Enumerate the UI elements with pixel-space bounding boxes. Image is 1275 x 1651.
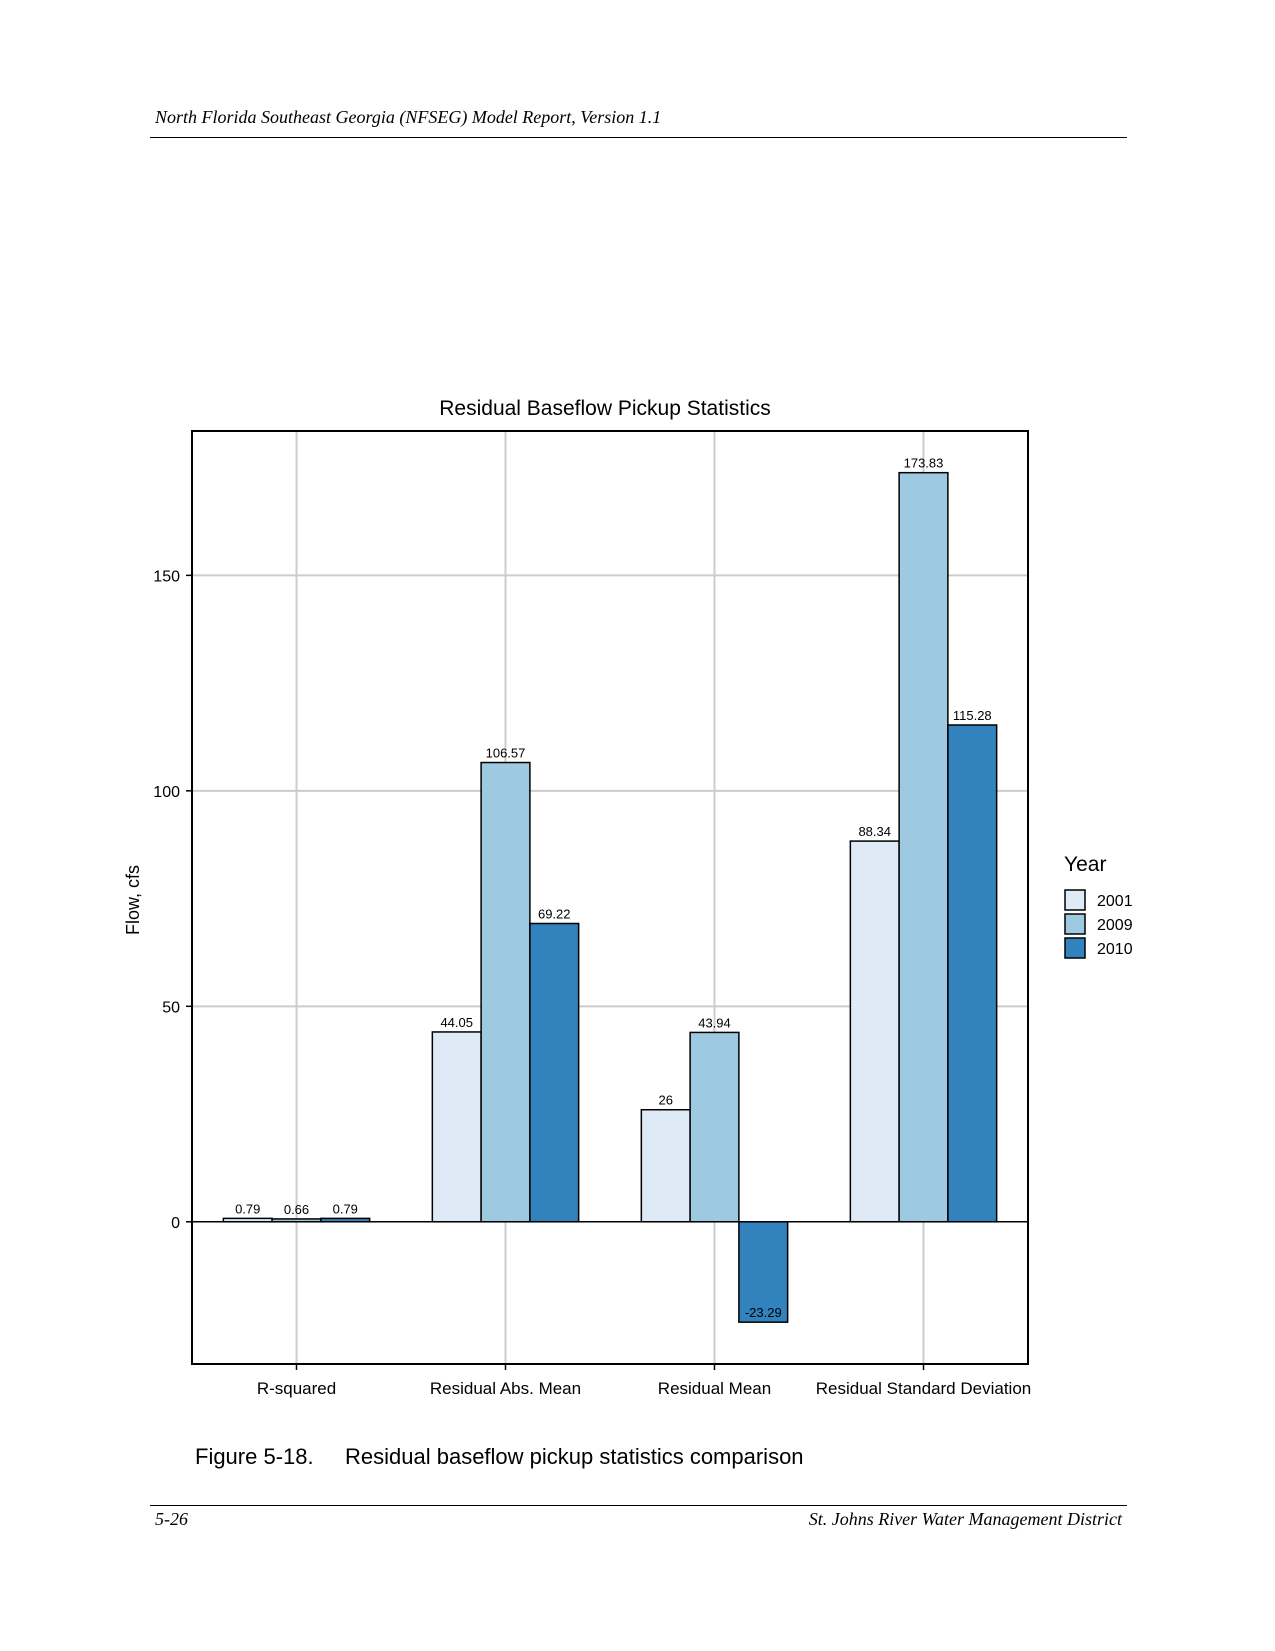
legend-swatch-2010 — [1064, 937, 1086, 959]
bar-2009 — [898, 471, 949, 1223]
header-rule — [150, 137, 1127, 138]
data-label: 0.66 — [284, 1202, 309, 1217]
x-tick-label: Residual Mean — [658, 1379, 771, 1398]
legend: Year 2001 2009 2010 — [1064, 853, 1133, 959]
page-header: North Florida Southeast Georgia (NFSEG) … — [155, 107, 662, 127]
bars — [222, 471, 998, 1323]
data-label: 88.34 — [858, 824, 891, 839]
data-label: 0.79 — [235, 1201, 260, 1216]
data-label: 69.22 — [538, 906, 571, 921]
data-label: 44.05 — [440, 1015, 473, 1030]
x-tick-label: R-squared — [257, 1379, 336, 1398]
footer-rule — [150, 1505, 1127, 1506]
data-label: 173.83 — [904, 456, 944, 471]
figure-number: Figure 5-18. — [195, 1444, 314, 1469]
chart-title: Residual Baseflow Pickup Statistics — [439, 397, 770, 420]
legend-swatch-2001 — [1064, 889, 1086, 911]
data-labels: 0.79 44.05 26 88.34 0.66 106.57 43.94 173.83 0.7… — [235, 456, 992, 1320]
data-label: 43.94 — [698, 1015, 731, 1030]
y-tick-label: 50 — [162, 999, 180, 1016]
x-tick-label: Residual Abs. Mean — [430, 1379, 581, 1398]
legend-label-2001: 2001 — [1097, 893, 1133, 910]
legend-title: Year — [1064, 853, 1106, 876]
plot-frame — [191, 430, 1029, 1365]
bar-2001 — [849, 840, 900, 1223]
legend-label-2010: 2010 — [1097, 941, 1133, 958]
axes: 0 50 100 150 R-squared Residual Abs. Mean Resi… — [153, 430, 1031, 1398]
data-label: 26 — [658, 1093, 672, 1108]
y-tick-label: 0 — [171, 1215, 180, 1232]
data-label: 0.79 — [333, 1201, 358, 1216]
bar-2010 — [947, 724, 998, 1223]
legend-label-2009: 2009 — [1097, 917, 1133, 934]
bar-2010 — [738, 1221, 789, 1323]
data-label: 106.57 — [486, 746, 526, 761]
bar-2009 — [480, 761, 531, 1223]
bar-2001 — [431, 1031, 482, 1223]
bar-2009 — [689, 1031, 740, 1223]
page-number: 5-26 — [155, 1509, 188, 1529]
y-tick-label: 100 — [153, 784, 180, 801]
data-label: -23.29 — [745, 1305, 782, 1320]
figure-caption-text: Residual baseflow pickup statistics comp… — [345, 1444, 804, 1469]
figure-caption: Figure 5-18. Residual baseflow pickup sta… — [195, 1444, 804, 1470]
footer-organization: St. Johns River Water Management Distric… — [808, 1509, 1122, 1529]
x-tick-label: Residual Standard Deviation — [816, 1379, 1031, 1398]
y-axis-label: Flow, cfs — [123, 865, 143, 935]
y-tick-label: 150 — [153, 568, 180, 585]
data-label: 115.28 — [953, 708, 992, 723]
legend-swatch-2009 — [1064, 913, 1086, 935]
bar-2001 — [640, 1108, 691, 1223]
bar-2010 — [529, 922, 580, 1223]
